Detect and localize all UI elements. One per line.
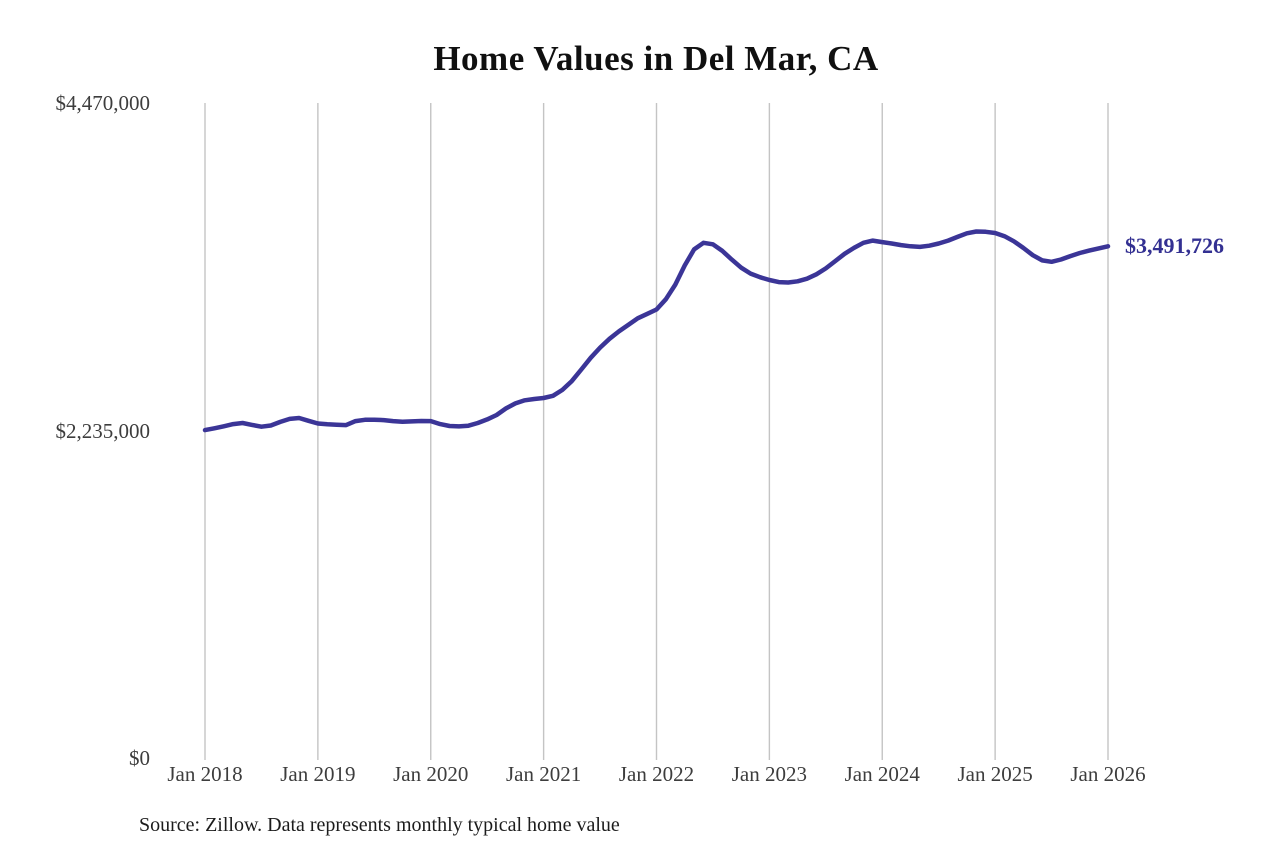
x-axis-tick-label: Jan 2026 [1070,762,1146,786]
y-axis-tick-label: $4,470,000 [55,91,151,115]
latest-value-label: $3,491,726 [1125,233,1224,259]
x-axis-tick-label: Jan 2022 [618,762,695,786]
source-note: Source: Zillow. Data represents monthly … [139,814,620,836]
x-axis-tick-label: Jan 2019 [280,762,356,786]
x-axis-tick-label: Jan 2024 [844,762,920,786]
x-axis-tick-label: Jan 2023 [731,762,807,786]
chart-title: Home Values in Del Mar, CA [433,39,879,78]
y-axis-tick-label: $0 [129,746,150,770]
y-axis-tick-label: $2,235,000 [55,418,151,443]
x-axis-tick-label: Jan 2021 [506,762,582,786]
x-axis-tick-label: Jan 2025 [957,762,1033,786]
home-value-line [202,229,1111,433]
x-axis-tick-label: Jan 2018 [167,762,243,786]
x-axis-tick-label: Jan 2020 [393,762,469,786]
